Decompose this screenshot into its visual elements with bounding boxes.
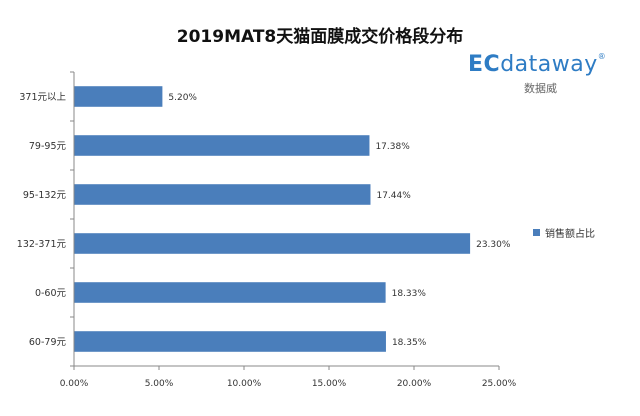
legend: 销售额占比 [533,225,595,240]
bars-group [74,86,471,352]
category-label: 371元以上 [19,92,66,103]
category-label: 0-60元 [35,288,67,299]
ecdataway-logo: ECdataway® 数据威 [468,50,608,96]
x-tick-label: 25.00% [482,379,517,389]
chart-title: 2019MAT8天猫面膜成交价格段分布 [176,27,464,47]
logo-reg: ® [597,52,607,61]
category-labels: 371元以上 79-95元 95-132元 132-371元 0-60元 60-79元 [17,92,67,348]
logo-mark-ec: EC [468,52,501,77]
x-tick-label: 5.00% [145,379,174,389]
data-label: 5.20% [168,93,197,103]
category-label: 132-371元 [17,239,67,250]
x-tick-label: 0.00% [60,379,89,389]
legend-label: 销售额占比 [545,229,595,240]
logo-mark: ECdataway® [468,52,608,78]
category-label: 95-132元 [23,190,67,201]
x-tick-label: 15.00% [312,379,347,389]
bar [74,135,370,156]
data-label: 23.30% [476,240,511,250]
bar [74,282,386,303]
data-labels: 5.20% 17.38% 17.44% 23.30% 18.33% 18.35% [168,93,510,348]
bar [74,233,471,254]
data-label: 17.44% [376,191,411,201]
category-label: 79-95元 [29,141,67,152]
x-tick-label: 10.00% [227,379,262,389]
bar [74,86,163,107]
bar [74,184,371,205]
category-label: 60-79元 [29,337,67,348]
data-label: 18.33% [392,289,427,299]
bar [74,331,386,352]
x-axis: 0.00% 5.00% 10.00% 15.00% 20.00% 25.00% [60,71,517,389]
x-tick-label: 20.00% [397,379,432,389]
data-label: 17.38% [375,142,410,152]
logo-subtitle: 数据威 [524,82,557,95]
data-label: 18.35% [392,338,427,348]
legend-swatch [533,229,540,236]
logo-mark-rest: dataway [500,52,598,77]
